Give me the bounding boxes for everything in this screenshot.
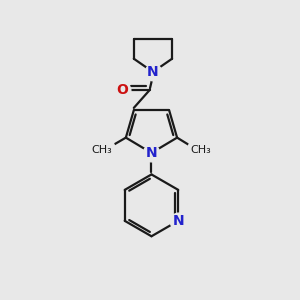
Text: N: N [147,65,159,79]
Text: CH₃: CH₃ [190,145,211,155]
Text: O: O [116,82,128,97]
Text: N: N [172,214,184,228]
Text: N: N [146,146,157,160]
Text: CH₃: CH₃ [91,145,112,155]
